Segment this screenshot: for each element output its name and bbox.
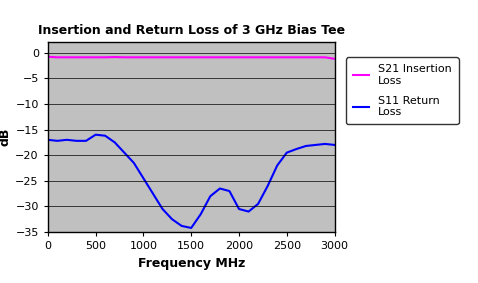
S21 Insertion
Loss	[121, 56, 127, 59]
S11 Return
Loss	[150, 192, 156, 195]
S11 Return
Loss	[131, 161, 137, 165]
S21 Insertion
Loss	[227, 56, 232, 59]
S21 Insertion
Loss	[188, 56, 194, 59]
S11 Return
Loss	[303, 144, 309, 148]
S21 Insertion
Loss	[217, 56, 223, 59]
S21 Insertion
Loss	[322, 56, 328, 59]
S21 Insertion
Loss	[198, 56, 204, 59]
S11 Return
Loss	[198, 213, 204, 216]
Y-axis label: dB: dB	[0, 128, 11, 146]
S21 Insertion
Loss	[265, 56, 271, 59]
S11 Return
Loss	[112, 141, 118, 144]
S21 Insertion
Loss	[169, 56, 175, 59]
S21 Insertion
Loss	[83, 56, 89, 59]
S21 Insertion
Loss	[54, 56, 60, 59]
S21 Insertion
Loss	[102, 56, 108, 59]
S21 Insertion
Loss	[293, 56, 299, 59]
S11 Return
Loss	[322, 142, 328, 146]
S11 Return
Loss	[246, 210, 251, 213]
S11 Return
Loss	[236, 207, 242, 211]
S11 Return
Loss	[45, 138, 51, 142]
S11 Return
Loss	[313, 143, 318, 147]
S21 Insertion
Loss	[93, 56, 98, 59]
X-axis label: Frequency MHz: Frequency MHz	[138, 257, 245, 270]
S11 Return
Loss	[54, 139, 60, 143]
S21 Insertion
Loss	[246, 56, 251, 59]
S21 Insertion
Loss	[236, 56, 242, 59]
S11 Return
Loss	[160, 207, 165, 211]
Legend: S21 Insertion
Loss, S11 Return
Loss: S21 Insertion Loss, S11 Return Loss	[346, 57, 458, 124]
S11 Return
Loss	[93, 133, 98, 136]
S11 Return
Loss	[83, 139, 89, 143]
S11 Return
Loss	[179, 224, 185, 228]
S11 Return
Loss	[265, 184, 271, 188]
S21 Insertion
Loss	[112, 55, 118, 59]
S21 Insertion
Loss	[255, 56, 261, 59]
S11 Return
Loss	[64, 138, 70, 142]
S11 Return
Loss	[293, 147, 299, 151]
S11 Return
Loss	[332, 143, 337, 147]
S11 Return
Loss	[169, 218, 175, 221]
S21 Insertion
Loss	[313, 56, 318, 59]
S11 Return
Loss	[217, 187, 223, 190]
S11 Return
Loss	[274, 164, 280, 167]
S11 Return
Loss	[207, 194, 213, 198]
S21 Insertion
Loss	[45, 55, 51, 59]
S11 Return
Loss	[102, 134, 108, 138]
S11 Return
Loss	[255, 202, 261, 205]
S11 Return
Loss	[188, 226, 194, 230]
Title: Insertion and Return Loss of 3 GHz Bias Tee: Insertion and Return Loss of 3 GHz Bias …	[38, 24, 345, 37]
S21 Insertion
Loss	[74, 56, 79, 59]
S11 Return
Loss	[284, 151, 290, 154]
Line: S11 Return
Loss: S11 Return Loss	[48, 135, 335, 228]
S11 Return
Loss	[121, 151, 127, 154]
S11 Return
Loss	[227, 189, 232, 193]
S11 Return
Loss	[141, 177, 146, 180]
S21 Insertion
Loss	[64, 56, 70, 59]
S21 Insertion
Loss	[274, 56, 280, 59]
S21 Insertion
Loss	[179, 56, 185, 59]
S21 Insertion
Loss	[303, 56, 309, 59]
S21 Insertion
Loss	[284, 56, 290, 59]
S21 Insertion
Loss	[150, 56, 156, 59]
S21 Insertion
Loss	[160, 56, 165, 59]
S11 Return
Loss	[74, 139, 79, 143]
S21 Insertion
Loss	[207, 56, 213, 59]
S21 Insertion
Loss	[141, 56, 146, 59]
Line: S21 Insertion
Loss: S21 Insertion Loss	[48, 57, 335, 59]
S21 Insertion
Loss	[131, 56, 137, 59]
S21 Insertion
Loss	[332, 57, 337, 61]
